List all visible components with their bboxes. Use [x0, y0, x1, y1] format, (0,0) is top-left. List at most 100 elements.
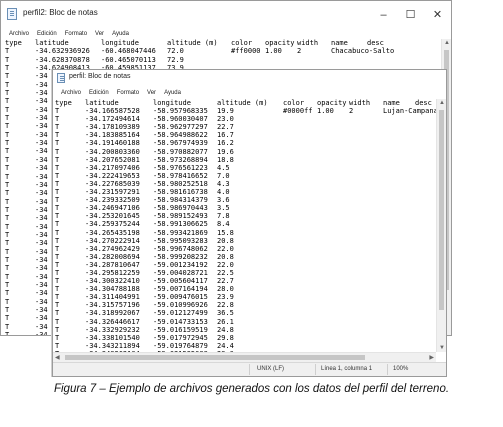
text-line: T -34.326446617 -59.014733153 26.1: [53, 318, 436, 326]
text-cell: -58.995093283: [153, 236, 208, 245]
text-cell: T: [5, 122, 10, 131]
text-cell: 7.0: [217, 171, 230, 180]
text-cell: -34: [35, 247, 48, 256]
text-cell: 28.0: [217, 285, 234, 294]
text-cell: T: [5, 205, 10, 214]
menu-ayuda[interactable]: Ayuda: [164, 90, 181, 96]
text-cell: -60.459851137: [101, 64, 156, 72]
text-cell: 15.8: [217, 228, 234, 237]
text-cell: -34: [35, 264, 48, 273]
text-line: T -34: [1, 323, 441, 331]
text-line: T -34.628370878 -60.465070113 72.9: [1, 56, 441, 64]
text-cell: T: [5, 80, 10, 89]
text-line: T -34.274962429 -58.996748062 22.0: [53, 245, 436, 253]
text-line: T -34.270222914 -58.995093283 20.8: [53, 237, 436, 245]
scroll-thumb[interactable]: [439, 110, 444, 310]
menu-edicion[interactable]: Edición: [37, 31, 57, 37]
menu-formato[interactable]: Formato: [116, 90, 140, 96]
text-cell: -34.632936926: [35, 47, 90, 56]
text-cell: 72.9: [167, 55, 184, 64]
notepad-window-perfil[interactable]: perfil: Bloc de notas Archivo Edición Fo…: [52, 69, 447, 377]
scroll-left-arrow-icon[interactable]: ◀: [55, 355, 60, 361]
window-title: perfil: Bloc de notas: [69, 73, 131, 80]
text-line: T -34: [1, 331, 441, 335]
text-line: T -34: [1, 248, 441, 256]
text-cell: -34.246947106: [85, 204, 140, 213]
text-cell: -34: [35, 97, 48, 106]
text-cell: opacity: [265, 39, 295, 47]
menu-edicion[interactable]: Edición: [89, 90, 109, 96]
scroll-down-arrow-icon[interactable]: ▼: [439, 345, 445, 351]
text-cell: desc: [367, 39, 384, 47]
text-cell: T: [55, 350, 59, 354]
text-cell: 22.7: [217, 123, 234, 132]
close-button[interactable]: ✕: [432, 9, 443, 21]
text-line: T -34: [1, 223, 441, 231]
menu-ver[interactable]: Ver: [95, 31, 105, 37]
text-cell: -34.326446617: [85, 317, 140, 326]
text-line: T -34.300322410 -59.005604117 22.7: [53, 277, 436, 285]
text-cell: T: [5, 214, 10, 223]
horizontal-scrollbar[interactable]: ◀ ▶: [53, 352, 436, 362]
menu-archivo[interactable]: Archivo: [61, 90, 82, 96]
text-cell: 4.5: [217, 163, 230, 172]
text-cell: 18.8: [217, 155, 234, 164]
text-cell: -34.172494614: [85, 115, 140, 124]
text-cell: T: [55, 139, 60, 148]
title-bar[interactable]: perfil: Bloc de notas: [53, 70, 446, 87]
text-line: T -34: [1, 106, 441, 114]
text-cell: 3.5: [217, 204, 230, 213]
text-cell: -34: [35, 122, 48, 131]
scroll-up-arrow-icon[interactable]: ▲: [439, 100, 445, 106]
text-cell: -59.012127499: [153, 309, 208, 318]
text-cell: -34: [35, 139, 48, 148]
text-cell: Chacabuco-Salto: [331, 47, 395, 56]
text-line: T -34.624908413 -60.459851137 73.9: [1, 64, 441, 72]
text-cell: Lujan-Campana: [383, 107, 436, 116]
text-cell: type: [5, 39, 22, 47]
title-bar[interactable]: perfil2: Bloc de notas – ☐ ✕: [1, 1, 451, 29]
text-cell: width: [297, 39, 319, 47]
scroll-up-arrow-icon[interactable]: ▲: [444, 40, 450, 46]
text-cell: 1.00: [265, 47, 282, 56]
menu-ayuda[interactable]: Ayuda: [112, 31, 129, 37]
text-cell: -59.009476015: [153, 293, 208, 302]
text-cell: T: [55, 309, 60, 318]
text-cell: 7.8: [217, 212, 230, 221]
window-title: perfil2: Bloc de notas: [23, 8, 98, 17]
scroll-thumb-horizontal[interactable]: [65, 355, 365, 360]
text-cell: -34.270222914: [85, 236, 140, 245]
text-cell: T: [55, 244, 60, 253]
text-cell: 22.5: [217, 268, 234, 277]
text-cell: -34.348262104: [85, 350, 140, 354]
text-line: T -34: [1, 306, 441, 314]
text-cell: -34.295812259: [85, 268, 140, 277]
minimize-button[interactable]: –: [380, 9, 387, 21]
text-line: T -34.217097406 -58.976561223 4.5: [53, 164, 436, 172]
text-cell: -58.993421869: [153, 228, 208, 237]
text-cell: -34: [35, 172, 48, 181]
text-cell: -34.343211894: [85, 341, 140, 350]
text-cell: 24.4: [217, 341, 234, 350]
maximize-button[interactable]: ☐: [405, 9, 416, 21]
status-encoding: UNIX (LF): [257, 366, 284, 372]
text-cell: T: [55, 293, 60, 302]
text-line: T -34: [1, 164, 441, 172]
text-cell: -34: [35, 72, 48, 81]
text-editor-area[interactable]: type latitude longitude altitude (m) color op…: [1, 39, 441, 335]
menu-archivo[interactable]: Archivo: [9, 31, 30, 37]
scroll-right-arrow-icon[interactable]: ▶: [429, 355, 434, 361]
text-cell: altitude (m): [217, 99, 268, 107]
text-cell: T: [5, 139, 10, 148]
text-cell: -58.978416652: [153, 171, 208, 180]
text-line: T -34: [1, 273, 441, 281]
text-cell: T: [5, 89, 10, 98]
menu-formato[interactable]: Formato: [64, 31, 88, 37]
text-editor-area[interactable]: type latitude longitude altitude (m) color op…: [53, 99, 436, 354]
text-cell: -59.001234192: [153, 260, 208, 269]
text-line: T -34.253201645 -58.989152493 7.8: [53, 212, 436, 220]
menu-ver[interactable]: Ver: [147, 90, 157, 96]
text-line: T -34.227685039 -58.980252518 4.3: [53, 180, 436, 188]
text-cell: -34: [35, 164, 48, 173]
vertical-scrollbar[interactable]: ▲ ▼: [436, 99, 446, 352]
